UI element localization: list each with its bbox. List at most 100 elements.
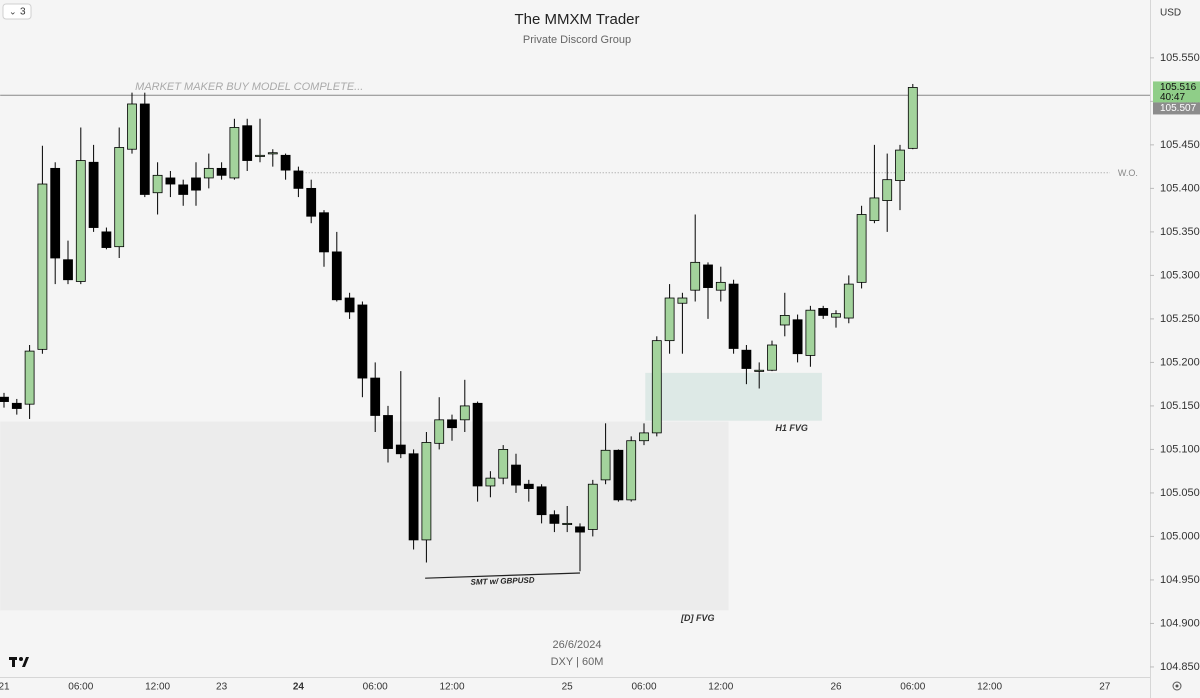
candle-body (664, 297, 675, 342)
x-tick-label: 23 (216, 682, 228, 693)
symbol: DXY | 60M (551, 656, 604, 668)
y-tick-label: 105.400 (1160, 182, 1200, 194)
candle-body (447, 419, 457, 429)
candle-body (24, 350, 35, 405)
candle-body (331, 251, 342, 301)
candle-body (485, 477, 496, 487)
y-tick-label: 104.850 (1160, 661, 1200, 673)
y-tick-label: 105.300 (1160, 269, 1200, 281)
candle-body (114, 147, 125, 248)
candle-body (280, 154, 291, 171)
y-tick-label: 105.450 (1160, 139, 1200, 151)
candle-body (587, 483, 598, 530)
candle-body (203, 167, 214, 179)
candle-body (728, 283, 739, 349)
candle-body (856, 214, 867, 283)
candle-body (216, 167, 227, 176)
candle-body (357, 304, 368, 379)
candle-body (11, 402, 22, 409)
candle-body (75, 160, 86, 282)
candle-body (741, 349, 752, 369)
x-tick-label: 06:00 (900, 682, 925, 693)
y-tick-label: 105.050 (1160, 487, 1200, 499)
smt-line (425, 572, 581, 579)
x-tick-label: 25 (562, 682, 574, 693)
candle-body (88, 161, 99, 228)
candle-body (255, 154, 265, 157)
y-tick-label: 104.950 (1160, 574, 1200, 586)
candle-body (562, 522, 573, 525)
candle-body (242, 125, 253, 161)
candle-body (127, 103, 137, 150)
badge-arrow: ⌄ (9, 6, 17, 16)
candle-body (434, 419, 445, 444)
price-countdown: 40:47 (1160, 92, 1185, 103)
candle-body (831, 313, 841, 318)
chart-title: The MMXM Trader (514, 11, 639, 28)
candle-body (792, 319, 803, 355)
fvg-zone (645, 372, 822, 421)
candle-body (703, 264, 713, 288)
candle-body (267, 152, 278, 155)
y-tick-label: 105.250 (1160, 313, 1200, 325)
candle-body (882, 179, 893, 201)
chart-subtitle: Private Discord Group (523, 34, 631, 46)
interval-badge[interactable] (2, 3, 32, 20)
candle-body (152, 174, 163, 194)
candle-body (869, 197, 880, 221)
candle-body (101, 231, 112, 248)
level-label: W.O. (1118, 168, 1138, 178)
candle-body (165, 177, 176, 185)
candle-body (293, 170, 304, 189)
badge-text: 3 (20, 7, 26, 18)
candle-body (37, 183, 48, 350)
candle-body (383, 415, 393, 449)
candle-body (139, 103, 150, 195)
x-tick-label: 06:00 (631, 682, 656, 693)
candle-body (498, 449, 509, 479)
y-tick-label: 105.350 (1160, 226, 1200, 238)
candle-body (549, 514, 560, 524)
y-tick-label: 105.550 (1160, 52, 1200, 64)
candle-body (767, 344, 777, 371)
x-tick-label: 24 (293, 682, 305, 693)
y-tick-label: 105.200 (1160, 356, 1200, 368)
x-tick-label: 06:00 (68, 682, 93, 693)
zone-label: [D] FVG (680, 613, 715, 623)
candle-body (677, 297, 688, 304)
x-tick-label: 27 (1099, 682, 1111, 693)
y-tick-label: 105.150 (1160, 400, 1200, 412)
x-tick-label: 26 (830, 682, 842, 693)
candle-body (511, 464, 521, 486)
x-tick-label: 12:00 (145, 682, 170, 693)
candle-body (600, 449, 611, 481)
candle-body (651, 340, 662, 434)
candle-body (523, 483, 534, 489)
candle-body (319, 212, 329, 253)
y-tick-label: 104.900 (1160, 617, 1200, 629)
candle-body (50, 167, 61, 259)
candle-body (408, 453, 419, 541)
candle-body (344, 297, 355, 313)
candle-body (639, 432, 649, 442)
candle-body (843, 283, 854, 319)
candle-body (0, 396, 9, 402)
price-tag-label: 105.516 (1160, 82, 1197, 93)
price-tag (1153, 81, 1200, 103)
candle-body (690, 261, 701, 291)
candle-body (536, 486, 547, 516)
candle-body (421, 442, 432, 541)
candle-body (370, 377, 381, 416)
x-tick-label: 12:00 (708, 682, 733, 693)
candle-body (613, 449, 624, 501)
x-tick-label: 06:00 (363, 682, 388, 693)
candle-body (626, 440, 637, 501)
settings-icon[interactable] (1172, 681, 1182, 691)
candle-body (229, 127, 240, 179)
candle-body (895, 149, 905, 181)
y-tick-label: 105.000 (1160, 530, 1200, 542)
x-tick-label: 12:00 (439, 682, 464, 693)
candle-body (754, 369, 765, 372)
